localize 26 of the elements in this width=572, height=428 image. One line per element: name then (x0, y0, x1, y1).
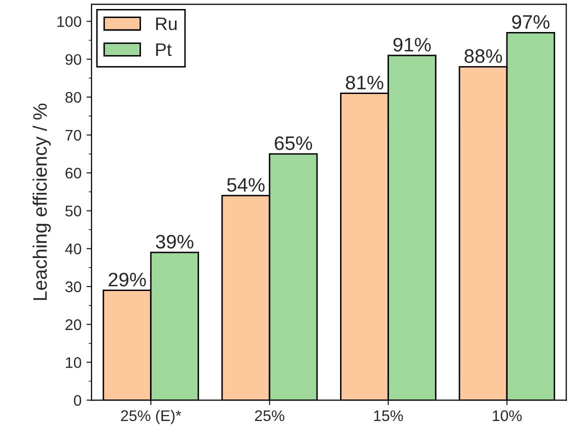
data-label: 65% (274, 136, 312, 150)
y-tick-label: 0 (74, 395, 82, 406)
x-tick-label: 25% (255, 410, 284, 422)
data-label: 88% (464, 49, 502, 63)
y-tick-label: 50 (65, 206, 82, 216)
y-tick-label: 90 (66, 54, 82, 65)
legend-label: Pt (156, 43, 172, 56)
y-tick-label: 100 (57, 16, 82, 28)
y-tick-label: 10 (66, 357, 82, 368)
y-tick-label: 40 (65, 244, 82, 254)
data-label: 81% (346, 76, 384, 90)
y-tick-label: 30 (65, 281, 82, 292)
x-tick-label: 15% (374, 410, 403, 422)
data-label: 97% (512, 15, 550, 29)
data-label: 39% (156, 234, 194, 249)
data-label: 54% (227, 178, 265, 192)
x-tick-label: 10% (492, 410, 522, 422)
y-tick-label: 80 (65, 92, 82, 103)
y-tick-label: 20 (66, 319, 82, 330)
y-tick-label: 60 (66, 168, 82, 179)
data-label: 91% (393, 38, 431, 52)
legend-label: Ru (156, 18, 177, 30)
y-axis-title: Leaching efficiency / % (32, 104, 51, 300)
data-label: 29% (108, 272, 146, 286)
y-tick-label: 70 (66, 130, 82, 141)
x-tick-label: 25% (E)* (121, 410, 182, 424)
